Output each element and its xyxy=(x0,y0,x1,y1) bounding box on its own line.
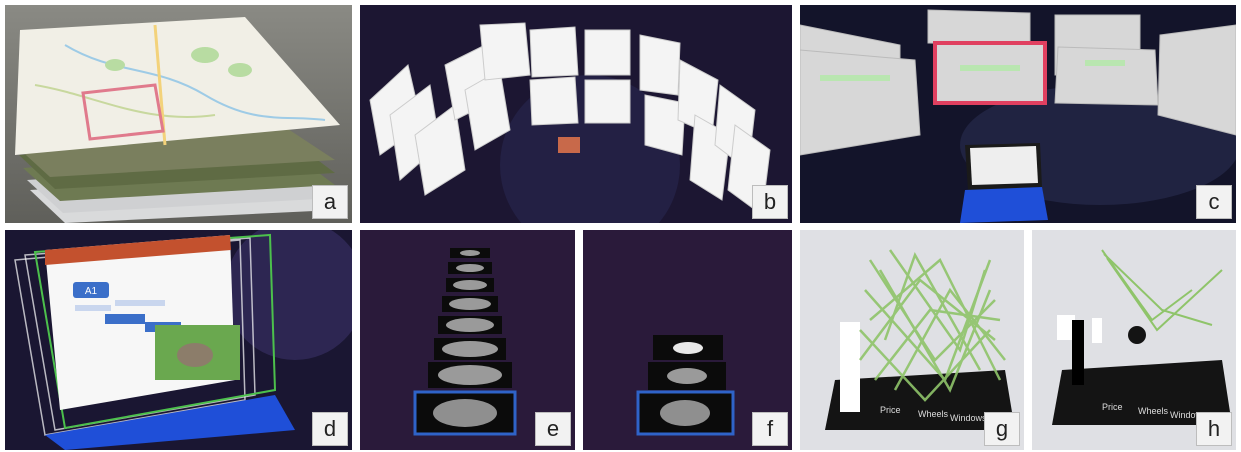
panel-e: e xyxy=(360,230,575,450)
laptop-windows-scene xyxy=(800,5,1236,223)
axis-label-price-h: Price xyxy=(1102,402,1123,412)
selected-window[interactable] xyxy=(933,41,1047,105)
white-handle-2[interactable] xyxy=(1092,318,1102,343)
panel-c: c xyxy=(800,5,1236,223)
axis-label-windows-h: Windows xyxy=(1170,410,1207,420)
slide-badge-a1: A1 xyxy=(85,286,98,297)
axis-label-price: Price xyxy=(880,405,901,415)
axis-label-wheels-h: Wheels xyxy=(1138,406,1169,416)
panel-g: Price Wheels Windows g xyxy=(800,230,1024,450)
laptop-screen xyxy=(970,146,1038,185)
panel-label-c: c xyxy=(1196,185,1232,219)
selected-scan-f[interactable] xyxy=(636,390,735,436)
laptop-keyboard xyxy=(960,187,1048,223)
axis-label-windows: Windows xyxy=(950,413,987,423)
panel-label-h: h xyxy=(1196,412,1232,446)
map-layer-scene xyxy=(5,5,352,223)
chart-base xyxy=(825,370,1015,430)
white-slider[interactable] xyxy=(840,322,860,412)
panel-h: Price Wheels Windows h xyxy=(1032,230,1236,450)
panel-label-b: b xyxy=(752,185,788,219)
keyboard xyxy=(45,395,295,450)
panel-d: A1 d xyxy=(5,230,352,450)
map-layer-1 xyxy=(15,127,335,177)
panel-f: f xyxy=(583,230,792,450)
parallel-coords-scene: Price Wheels Windows xyxy=(800,230,1024,450)
selection-frame[interactable] xyxy=(81,83,165,141)
panel-label-g: g xyxy=(984,412,1020,446)
panel-b: b xyxy=(360,5,792,223)
panel-label-d: d xyxy=(312,412,348,446)
panel-label-e: e xyxy=(535,412,571,446)
axis-label-wheels: Wheels xyxy=(918,409,949,419)
map-top-layer xyxy=(15,17,340,155)
panel-label-a: a xyxy=(312,185,348,219)
white-handle-1[interactable] xyxy=(1057,315,1075,340)
floor-tile xyxy=(558,137,580,153)
document-layers-scene: A1 xyxy=(5,230,352,450)
window-arc-scene xyxy=(360,5,792,223)
panel-a: a xyxy=(5,5,352,223)
chart-base-h xyxy=(1052,360,1232,425)
panel-label-f: f xyxy=(752,412,788,446)
